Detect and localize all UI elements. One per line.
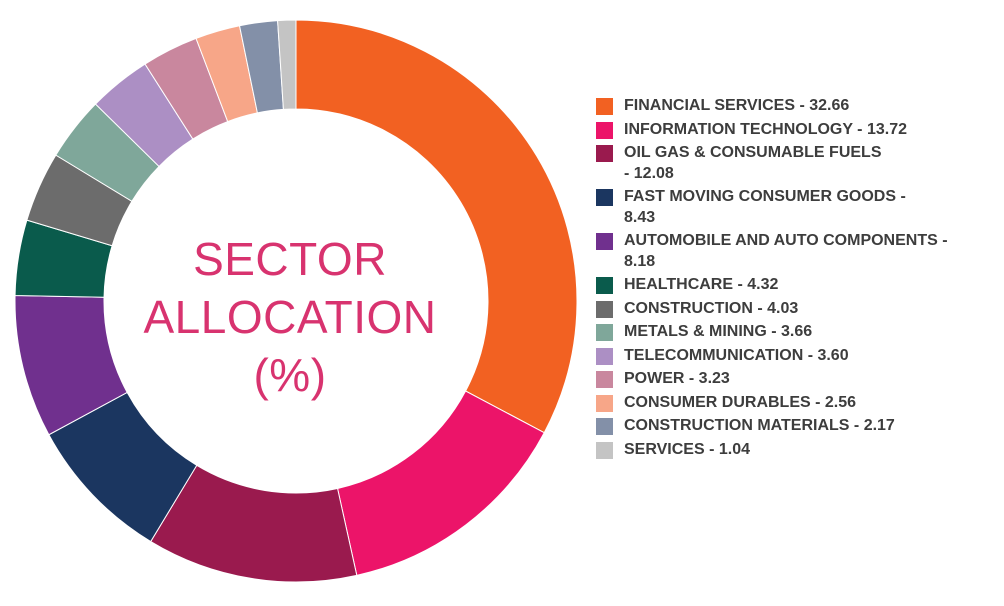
legend-swatch: [596, 121, 613, 139]
legend-swatch: [596, 347, 613, 365]
legend-swatch: [596, 277, 613, 294]
legend-label-line: HEALTHCARE - 4.32: [624, 276, 779, 293]
legend-label-line: INFORMATION TECHNOLOGY - 13.72: [624, 120, 907, 138]
legend-label: OIL GAS & CONSUMABLE FUELS - 12.08: [624, 143, 882, 184]
legend-label: CONSUMER DURABLES - 2.56: [624, 393, 856, 414]
legend-label-line: 8.43: [624, 208, 656, 226]
legend-label-line: - 12.08: [624, 164, 674, 182]
legend-label-line: CONSTRUCTION MATERIALS - 2.17: [624, 417, 895, 434]
legend-item: CONSTRUCTION - 4.03: [596, 299, 1004, 320]
legend-label-line: CONSUMER DURABLES - 2.56: [624, 393, 857, 411]
legend-swatch: [596, 300, 613, 318]
legend-label: AUTOMOBILE AND AUTO COMPONENTS - 8.18: [624, 231, 948, 272]
legend: FINANCIAL SERVICES - 32.66 INFORMATION TE…: [596, 96, 1004, 463]
legend-item: SERVICES - 1.04: [596, 440, 1004, 461]
legend-swatch: [596, 145, 613, 162]
legend-item: TELECOMMUNICATION - 3.60: [596, 346, 1004, 367]
legend-swatch: [596, 189, 613, 206]
legend-label-line: CONSTRUCTION - 4.03: [624, 299, 799, 317]
legend-label: INFORMATION TECHNOLOGY - 13.72: [624, 120, 907, 141]
donut-slice: [295, 19, 578, 434]
legend-label: FINANCIAL SERVICES - 32.66: [624, 96, 849, 117]
legend-swatch: [596, 98, 613, 115]
donut-slice: [336, 390, 545, 576]
legend-item: CONSUMER DURABLES - 2.56: [596, 393, 1004, 414]
legend-label: CONSTRUCTION MATERIALS - 2.17: [624, 416, 895, 437]
legend-label: SERVICES - 1.04: [624, 440, 750, 461]
legend-label-line: AUTOMOBILE AND AUTO COMPONENTS -: [624, 232, 948, 249]
center-title-line-2: ALLOCATION: [143, 291, 437, 343]
center-title-line-3: (%): [253, 349, 327, 401]
legend-label-line: TELECOMMUNICATION - 3.60: [624, 346, 849, 364]
legend-label-line: 8.18: [624, 252, 656, 270]
legend-label-line: POWER - 3.23: [624, 370, 730, 387]
legend-label-line: METALS & MINING - 3.66: [624, 323, 813, 340]
legend-item: POWER - 3.23: [596, 369, 1004, 390]
legend-item: HEALTHCARE - 4.32: [596, 275, 1004, 296]
legend-label-line: FAST MOVING CONSUMER GOODS -: [624, 188, 906, 205]
legend-label: FAST MOVING CONSUMER GOODS - 8.43: [624, 187, 906, 228]
legend-label: CONSTRUCTION - 4.03: [624, 299, 798, 320]
legend-label: METALS & MINING - 3.66: [624, 322, 812, 343]
legend-label: POWER - 3.23: [624, 369, 730, 390]
legend-swatch: [596, 233, 613, 250]
legend-swatch: [596, 371, 613, 388]
legend-item: AUTOMOBILE AND AUTO COMPONENTS - 8.18: [596, 231, 1004, 272]
legend-item: FINANCIAL SERVICES - 32.66: [596, 96, 1004, 117]
legend-label-line: FINANCIAL SERVICES - 32.66: [624, 97, 850, 114]
legend-item: FAST MOVING CONSUMER GOODS - 8.43: [596, 187, 1004, 228]
legend-swatch: [596, 324, 613, 341]
donut-slice: [277, 19, 297, 110]
legend-label-line: SERVICES - 1.04: [624, 440, 750, 458]
legend-item: METALS & MINING - 3.66: [596, 322, 1004, 343]
legend-label-line: OIL GAS & CONSUMABLE FUELS: [624, 144, 882, 161]
legend-item: OIL GAS & CONSUMABLE FUELS - 12.08: [596, 143, 1004, 184]
legend-item: CONSTRUCTION MATERIALS - 2.17: [596, 416, 1004, 437]
center-title-line-1: SECTOR: [193, 233, 387, 285]
legend-label: TELECOMMUNICATION - 3.60: [624, 346, 849, 367]
legend-swatch: [596, 418, 613, 435]
legend-label: HEALTHCARE - 4.32: [624, 275, 778, 296]
legend-item: INFORMATION TECHNOLOGY - 13.72: [596, 120, 1004, 141]
legend-swatch: [596, 394, 613, 412]
legend-swatch: [596, 441, 613, 459]
